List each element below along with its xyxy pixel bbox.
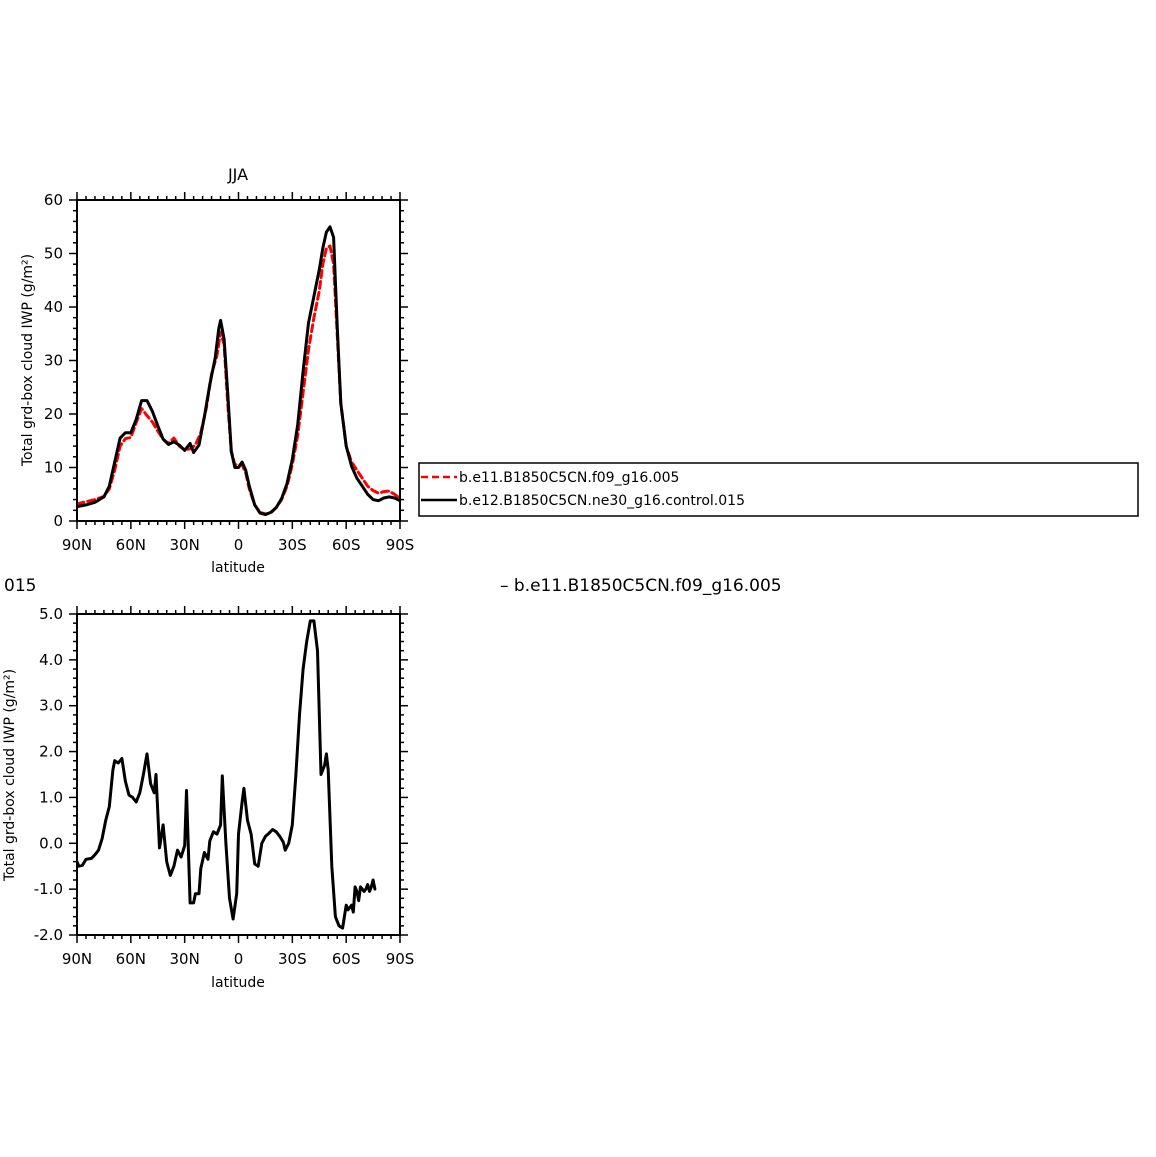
series-line-2 <box>77 225 400 517</box>
y-tick-label: -1.0 <box>34 880 63 898</box>
x-tick-label: 60S <box>332 536 361 554</box>
legend: b.e11.B1850C5CN.f09_g16.005 b.e12.B1850C… <box>418 462 1139 517</box>
y-tick-label: 20 <box>44 405 63 423</box>
y-tick-label: 0 <box>53 512 63 530</box>
chart-panel-bottom: 015 – b.e11.B1850C5CN.f09_g16.005 Total … <box>2 576 782 991</box>
legend-label-series-1: b.e11.B1850C5CN.f09_g16.005 <box>459 470 679 486</box>
x-tick-label: 0 <box>234 536 244 554</box>
x-tick-label: 90N <box>62 950 92 968</box>
y-tick-label: 0.0 <box>39 834 63 852</box>
x-tick-label: 90N <box>62 536 92 554</box>
chart-panel-top: JJA Total grd-box cloud IWP (g/m²) latit… <box>20 165 414 576</box>
chart-title: JJA <box>227 165 248 184</box>
series-line-1 <box>77 619 377 930</box>
y-tick-label: 5.0 <box>39 605 63 623</box>
y-tick-label: 30 <box>44 352 63 370</box>
y-tick-label: 10 <box>44 459 63 477</box>
x-tick-label: 60N <box>116 950 146 968</box>
x-tick-label: 60N <box>116 536 146 554</box>
x-tick-label: 30N <box>170 950 200 968</box>
y-tick-label: 50 <box>44 245 63 263</box>
y-tick-label: 40 <box>44 298 63 316</box>
legend-frame <box>418 462 1139 517</box>
legend-label-series-2: b.e12.B1850C5CN.ne30_g16.control.015 <box>459 493 745 509</box>
y-tick-label: 2.0 <box>39 743 63 761</box>
y-tick-label: 4.0 <box>39 651 63 669</box>
x-axis-label-bottom: latitude <box>211 975 265 991</box>
y-tick-label: 60 <box>44 191 63 209</box>
x-tick-label: 30N <box>170 536 200 554</box>
x-tick-label: 30S <box>278 536 307 554</box>
y-axis-label: Total grd-box cloud IWP (g/m²) <box>20 254 36 467</box>
panel-header-right: – b.e11.B1850C5CN.f09_g16.005 <box>500 576 782 596</box>
x-tick-label: 30S <box>278 950 307 968</box>
y-tick-label: 3.0 <box>39 697 63 715</box>
x-tick-label: 90S <box>386 536 415 554</box>
x-axis-label: latitude <box>211 560 265 576</box>
x-tick-label: 60S <box>332 950 361 968</box>
y-tick-label: -2.0 <box>34 926 63 944</box>
panel-header-left: 015 <box>4 576 36 596</box>
x-tick-label: 0 <box>234 950 244 968</box>
y-tick-label: 1.0 <box>39 788 63 806</box>
x-tick-label: 90S <box>386 950 415 968</box>
y-axis-label-bottom: Total grd-box cloud IWP (g/m²) <box>2 669 18 882</box>
